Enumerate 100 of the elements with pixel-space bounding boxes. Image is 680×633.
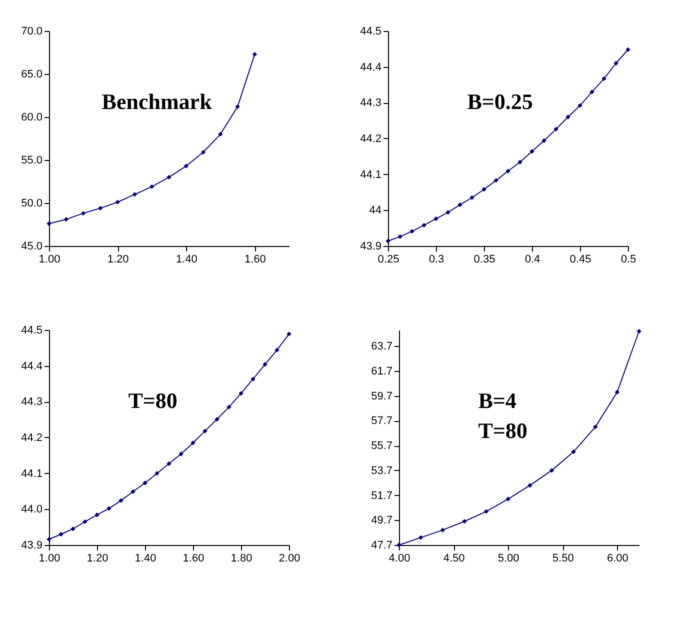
y-tick-label: 44.3 [360, 97, 382, 110]
y-tick-label: 49.7 [371, 514, 392, 527]
point [518, 160, 522, 164]
point [418, 535, 424, 540]
y-tick-label: 44.4 [21, 360, 42, 372]
x-tick-label: 1.00 [38, 552, 60, 564]
x-tick-label: 1.20 [107, 254, 129, 266]
point [262, 362, 268, 367]
point [238, 391, 244, 396]
point [202, 428, 208, 434]
y-tick-label: 44.5 [360, 26, 382, 38]
point [98, 206, 103, 211]
point [593, 424, 598, 430]
point [274, 348, 280, 352]
y-tick-label: 53.7 [371, 464, 392, 477]
point [214, 416, 220, 422]
point [46, 221, 52, 226]
point [132, 192, 138, 197]
point [398, 234, 402, 240]
point [46, 536, 52, 542]
point [286, 332, 292, 336]
point [542, 138, 546, 143]
point [115, 200, 120, 204]
x-tick-label: 6.00 [606, 552, 628, 564]
point [482, 187, 486, 192]
point [636, 328, 642, 334]
point [200, 150, 206, 155]
point [614, 390, 620, 394]
x-tick-label: 1.40 [176, 254, 198, 266]
point [82, 519, 88, 524]
point [506, 168, 510, 174]
y-tick-label: 45.0 [21, 240, 42, 252]
point [626, 47, 630, 52]
y-tick-label: 44.1 [21, 468, 42, 480]
y-tick-label: 55.7 [371, 440, 392, 452]
y-tick-label: 44 [369, 204, 382, 217]
point [440, 528, 445, 532]
x-tick-label: 1.60 [244, 254, 266, 266]
point [64, 216, 68, 222]
y-tick-label: 44.4 [360, 61, 382, 74]
point [250, 376, 256, 382]
y-tick-label: 61.7 [371, 366, 392, 378]
y-tick-label: 44.1 [360, 168, 382, 181]
x-tick-label: 0.25 [378, 254, 400, 266]
point [154, 470, 160, 476]
point [614, 60, 618, 66]
point [494, 178, 498, 183]
point [602, 76, 606, 82]
y-tick-label: 70.0 [21, 26, 42, 38]
point [166, 461, 172, 466]
point [142, 480, 148, 486]
point [434, 216, 438, 222]
point [410, 228, 414, 234]
y-tick-label: 65.0 [21, 68, 42, 80]
point [106, 506, 112, 511]
point [178, 452, 184, 456]
point [190, 440, 196, 446]
y-tick-label: 44.5 [21, 324, 42, 336]
point [566, 114, 570, 120]
y-tick-label: 50.0 [21, 198, 42, 210]
x-tick-label: 1.00 [38, 254, 60, 266]
y-tick-label: 63.7 [371, 340, 392, 353]
annotation: B=0.25 [467, 88, 533, 114]
y-tick-label: 44.2 [360, 133, 382, 145]
point [80, 210, 86, 216]
point [484, 509, 489, 514]
point [226, 404, 232, 410]
x-tick-label: 1.40 [134, 552, 156, 564]
y-tick-label: 55.0 [21, 154, 42, 166]
x-tick-label: 5.00 [498, 552, 520, 564]
annotation: Benchmark [102, 88, 213, 114]
point [235, 104, 240, 110]
x-tick-label: 4.50 [443, 552, 465, 564]
point [386, 238, 390, 244]
point [58, 532, 64, 537]
x-tick-label: 0.4 [524, 254, 540, 266]
point [166, 174, 172, 180]
point [396, 542, 402, 548]
annotation: T=80 [478, 418, 528, 443]
point [130, 489, 136, 494]
y-tick-label: 57.7 [371, 415, 392, 428]
point [150, 184, 154, 190]
annotation: B=4 [478, 388, 516, 413]
y-tick-label: 43.9 [360, 240, 382, 252]
point [70, 526, 76, 532]
y-tick-label: 59.7 [371, 390, 392, 402]
point [252, 52, 258, 57]
point [549, 468, 554, 473]
point [184, 164, 188, 168]
point [470, 195, 474, 200]
y-tick-label: 47.7 [371, 540, 392, 552]
y-tick-label: 60.0 [21, 112, 42, 124]
point [590, 90, 594, 94]
y-tick-label: 44.0 [21, 504, 42, 516]
point [462, 519, 467, 524]
point [446, 210, 450, 215]
point [530, 149, 534, 154]
x-tick-label: 1.60 [182, 552, 204, 564]
x-tick-label: 4.00 [388, 552, 410, 564]
x-tick-label: 0.3 [428, 254, 444, 266]
